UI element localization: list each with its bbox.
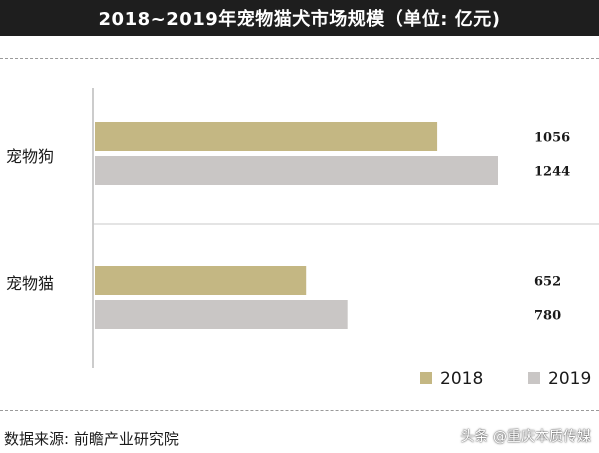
source-note: 数据来源: 前瞻产业研究院 [4,430,179,448]
category-label: 宠物猫 [6,274,54,293]
bottom-divider [0,410,599,411]
top-divider [0,58,599,59]
category-label: 宠物狗 [6,147,54,166]
legend-swatch-2018 [420,372,432,384]
data-label: 1244 [534,165,570,180]
bar-2019 [95,156,498,185]
legend-label: 2019 [548,369,591,389]
bar-2019 [95,300,348,329]
bar-2018 [95,266,307,295]
data-label: 1056 [534,131,570,146]
legend-label: 2018 [440,369,483,389]
data-label: 780 [534,309,561,324]
data-label: 652 [534,275,561,290]
watermark-text: 头条 @重庆本质传媒 [460,429,591,445]
chart-title: 2018~2019年宠物猫犬市场规模（单位: 亿元) [0,0,599,36]
bar-2018 [95,122,438,151]
legend-swatch-2019 [528,372,540,384]
